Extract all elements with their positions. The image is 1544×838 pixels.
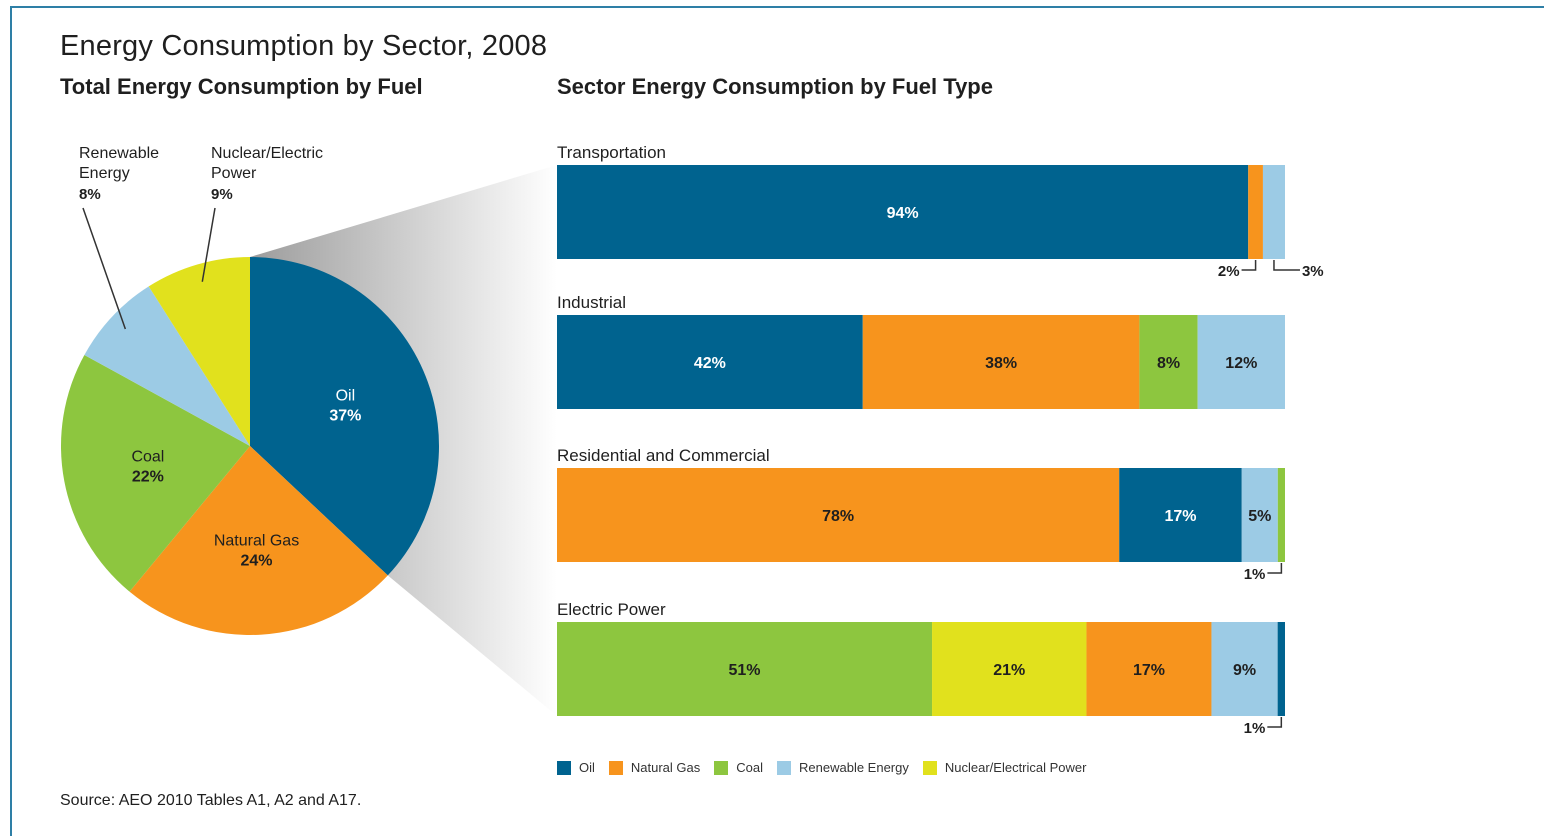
bar-industrial-renewable-energy [1197,315,1285,409]
bar-label-residential-and-commercial-natural-gas: 78% [822,508,854,525]
bar-electric-power-coal [557,622,933,716]
bar-label-industrial-renewable-energy: 12% [1225,355,1257,372]
legend-item-natural-gas: Natural Gas [608,760,701,775]
sector-label-residential-and-commercial: Residential and Commercial [557,446,770,465]
bar-callout-electric-power-oil-label: 1% [1244,720,1266,737]
bar-callout-electric-power-oil-line [1267,717,1283,728]
bar-label-residential-and-commercial-oil: 17% [1164,508,1196,525]
pie-slice-coal [61,354,250,592]
bar-label-industrial-natural-gas: 38% [985,355,1017,372]
pie-leader-line-nuclear-electrical-power [201,207,216,282]
pie-slice-nuclear-electrical-power [148,257,250,446]
pie-callout-value-nuclear-electrical-power: 9% [211,186,233,203]
pie-value-coal: 22% [132,468,164,485]
pie-value-natural-gas: 24% [241,553,273,570]
bar-electric-power-nuclear-electrical-power [932,622,1087,716]
legend-label-oil: Oil [579,760,595,775]
pie-label-natural-gas: Natural Gas [214,533,299,550]
bar-transportation-oil [557,165,1249,259]
legend-swatch-natural-gas [608,760,623,775]
sector-label-industrial: Industrial [557,293,626,312]
legend-label-renewable-energy: Renewable Energy [799,760,909,775]
pie-callout-name2-nuclear-electrical-power: Power [211,165,257,182]
bar-callout-transportation-renewable-energy-line [1273,260,1300,271]
pie-slice-oil [250,257,439,576]
legend-swatch-renewable-energy [777,760,792,775]
bar-residential-and-commercial-natural-gas [557,468,1120,562]
bar-industrial-natural-gas [862,315,1140,409]
bar-transportation-natural-gas [1248,165,1263,259]
legend-label-nuclear-electrical-power: Nuclear/Electrical Power [944,760,1087,775]
legend-swatch-nuclear-electrical-power [922,760,937,775]
bar-callout-transportation-natural-gas-label: 2% [1218,263,1240,280]
sector-label-electric-power: Electric Power [557,600,666,619]
bar-residential-and-commercial-oil [1119,468,1242,562]
bar-label-residential-and-commercial-renewable-energy: 5% [1248,508,1271,525]
bar-industrial-coal [1139,315,1198,409]
source-note: Source: AEO 2010 Tables A1, A2 and A17. [60,792,362,809]
bar-electric-power-oil [1277,622,1285,716]
pie-callout-name-renewable-energy: Renewable [79,145,159,162]
figure-frame [10,6,1534,836]
pie-callout-name2-renewable-energy: Energy [79,165,130,182]
bar-electric-power-natural-gas [1086,622,1212,716]
pie-subtitle: Total Energy Consumption by Fuel [60,74,423,99]
legend-item-oil: Oil [557,760,595,775]
legend-swatch-coal [714,760,729,775]
bar-residential-and-commercial-coal [1277,468,1285,562]
legend-label-natural-gas: Natural Gas [630,760,701,775]
bar-callout-transportation-renewable-energy-label: 3% [1302,263,1324,280]
bar-callout-residential-and-commercial-coal-label: 1% [1244,566,1266,583]
bars-subtitle: Sector Energy Consumption by Fuel Type [557,74,993,99]
pie-callout-value-renewable-energy: 8% [79,186,101,203]
pie-value-oil: 37% [329,408,361,425]
pie-callout-name-nuclear-electrical-power: Nuclear/Electric [211,145,323,162]
bar-industrial-oil [557,315,863,409]
pie-slice-natural-gas [129,446,388,635]
bar-electric-power-renewable-energy [1211,622,1278,716]
bar-label-electric-power-natural-gas: 17% [1133,662,1165,679]
bar-label-industrial-coal: 8% [1157,355,1180,372]
figure-title: Energy Consumption by Sector, 2008 [60,30,548,62]
bar-residential-and-commercial-renewable-energy [1241,468,1278,562]
bar-label-electric-power-renewable-energy: 9% [1233,662,1256,679]
bar-callout-residential-and-commercial-coal-line [1267,563,1283,574]
sector-label-transportation: Transportation [557,143,666,162]
bar-label-electric-power-coal: 51% [728,662,760,679]
pie-slice-renewable-energy [84,286,250,446]
bar-label-industrial-oil: 42% [694,355,726,372]
bar-label-electric-power-nuclear-electrical-power: 21% [993,662,1025,679]
bar-label-transportation-oil: 94% [887,205,919,222]
legend-item-coal: Coal [714,760,763,775]
legend-item-renewable-energy: Renewable Energy [777,760,909,775]
legend-item-nuclear-electrical-power: Nuclear/Electrical Power [922,760,1087,775]
pie-label-oil: Oil [336,388,356,405]
pie-leader-line-renewable-energy [82,207,127,330]
pie-label-coal: Coal [131,448,164,465]
legend-label-coal: Coal [736,760,764,775]
legend: Oil Natural Gas Coal Renewable Energy Nuclea… [557,760,1086,775]
bar-callout-transportation-natural-gas-line [1241,260,1257,271]
legend-swatch-oil [557,760,571,775]
bar-transportation-renewable-energy [1262,165,1285,259]
